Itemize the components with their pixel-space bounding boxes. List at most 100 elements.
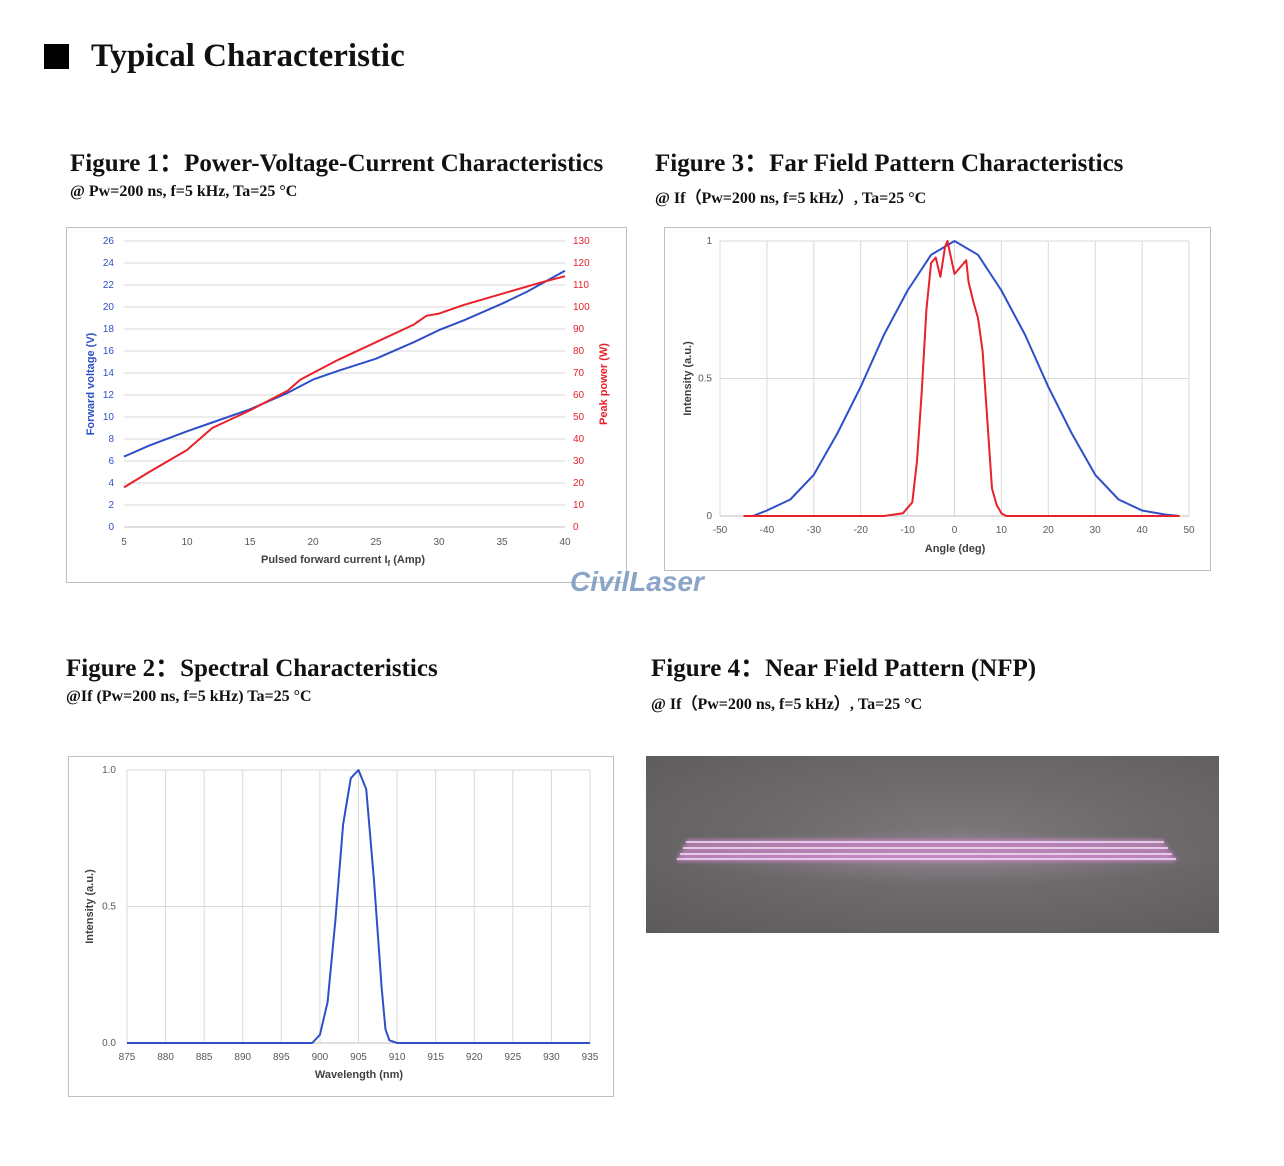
pvi-grid — [124, 240, 565, 528]
pvi-x-tick-label: 15 — [244, 537, 256, 548]
ff-x-tick-label: -30 — [807, 525, 822, 536]
pvi-y-tick-label: 24 — [103, 258, 115, 269]
ff-x-tick-label: 10 — [996, 525, 1008, 536]
sp-y-tick-label: 0.5 — [102, 902, 116, 913]
pvi-y2-tick-label: 90 — [573, 324, 585, 335]
pvi-y2-axis-label: Peak power (W) — [598, 343, 610, 425]
figure2-chart: 875 880 885 890 895 900 905 910 915 920 925 930 935 0… — [68, 756, 614, 1097]
ff-x-tick-label: -40 — [760, 525, 775, 536]
sp-x-tick-label: 895 — [273, 1052, 290, 1063]
ff-series — [743, 240, 1180, 517]
pvi-x-tick-label: 35 — [496, 537, 508, 548]
pvi-y2-tick-label: 30 — [573, 456, 585, 467]
pvi-y-tick-label: 18 — [103, 324, 115, 335]
sp-x-tick-label: 885 — [196, 1052, 213, 1063]
pvi-x-tick-label: 10 — [181, 537, 193, 548]
pvi-x-tick-label: 25 — [370, 537, 382, 548]
near-field-pattern-image — [646, 756, 1219, 933]
pvi-y2-tick-label: 110 — [573, 280, 589, 291]
sp-x-tick-label: 935 — [582, 1052, 599, 1063]
figure4-title: Figure 4：Near Field Pattern (NFP) — [651, 655, 1037, 682]
ff-grid — [719, 240, 1190, 517]
figure3-subtitle: @ If（Pw=200 ns, f=5 kHz）, Ta=25 °C — [655, 190, 927, 207]
ff-x-tick-label: 20 — [1043, 525, 1055, 536]
pvi-y-tick-label: 22 — [103, 280, 115, 291]
sp-x-tick-label: 910 — [389, 1052, 406, 1063]
pvi-x-tick-label: 40 — [559, 537, 571, 548]
pvi-chart-svg: 5 10 15 20 25 30 35 400246810121416182022242601… — [85, 236, 610, 568]
pvi-y-tick-label: 12 — [103, 390, 115, 401]
nfp-photo-svg — [666, 828, 1219, 884]
sp-x-tick-label: 890 — [234, 1052, 251, 1063]
ff-y-tick-label: 0.5 — [698, 374, 712, 385]
section-title: Typical Characteristic — [91, 38, 405, 74]
figure3-title: Figure 3：Far Field Pattern Characteristi… — [655, 150, 1124, 177]
pvi-y2-tick-label: 70 — [573, 368, 585, 379]
ff-y-tick-label: 0 — [706, 511, 712, 522]
sp-y-axis-label: Intensity (a.u.) — [84, 869, 96, 944]
pvi-y2-tick-label: 50 — [573, 412, 585, 423]
sp-x-tick-label: 900 — [312, 1052, 329, 1063]
pvi-y2-tick-label: 120 — [573, 258, 590, 269]
pvi-x-tick-label: 5 — [121, 537, 127, 548]
sp-ticks: 875 880 885 890 895 900 905 910 915 920 925 930 935 0… — [102, 765, 599, 1063]
pvi-y-tick-label: 26 — [103, 236, 115, 247]
pvi-y2-tick-label: 40 — [573, 434, 585, 445]
figure2-subtitle: @If (Pw=200 ns, f=5 kHz) Ta=25 °C — [66, 688, 312, 705]
spectrum-chart-svg: 875 880 885 890 895 900 905 910 915 920 925 930 935 0… — [84, 765, 599, 1081]
pvi-x-tick-label: 20 — [307, 537, 319, 548]
sp-x-tick-label: 930 — [543, 1052, 560, 1063]
farfield-chart-svg: -50 -40 -30 -20 -10 0 10 20 30 40 50 0 0.5 1 Intensit… — [682, 236, 1195, 555]
ff-series-line-2 — [743, 240, 1180, 517]
pvi-y-tick-label: 20 — [103, 302, 115, 313]
sp-x-tick-label: 875 — [119, 1052, 136, 1063]
watermark-logo: CivilLaser — [570, 566, 704, 597]
ff-x-tick-label: 40 — [1137, 525, 1149, 536]
pvi-y2-tick-label: 20 — [573, 478, 585, 489]
pvi-y-tick-label: 4 — [108, 478, 114, 489]
sp-series-line-1 — [127, 769, 590, 1044]
pvi-y-axis-label: Forward voltage (V) — [85, 332, 97, 435]
pvi-y2-tick-label: 60 — [573, 390, 585, 401]
pvi-y-tick-label: 6 — [108, 456, 114, 467]
sp-x-tick-label: 880 — [157, 1052, 174, 1063]
figure1-title: Figure 1：Power-Voltage-Current Character… — [70, 150, 604, 177]
figure1-subtitle: @ Pw=200 ns, f=5 kHz, Ta=25 °C — [70, 183, 298, 200]
figure2-title: Figure 2：Spectral Characteristics — [66, 655, 438, 682]
pvi-ticks: 5 10 15 20 25 30 35 400246810121416182022242601… — [103, 236, 590, 548]
sp-grid — [126, 769, 591, 1044]
sp-x-tick-label: 905 — [350, 1052, 367, 1063]
sp-x-tick-label: 925 — [504, 1052, 521, 1063]
sp-x-axis-label: Wavelength (nm) — [315, 1069, 404, 1081]
ff-y-axis-label: Intensity (a.u.) — [682, 341, 694, 416]
pvi-y2-tick-label: 100 — [573, 302, 590, 313]
ff-x-axis-label: Angle (deg) — [925, 543, 986, 555]
ff-x-tick-label: 50 — [1183, 525, 1195, 536]
pvi-y-tick-label: 8 — [108, 434, 114, 445]
pvi-series-line-2 — [123, 275, 566, 489]
ff-y-tick-label: 1 — [706, 236, 712, 247]
sp-y-tick-label: 1.0 — [102, 765, 116, 776]
ff-x-tick-label: 0 — [952, 525, 958, 536]
pvi-y-tick-label: 16 — [103, 346, 115, 357]
pvi-series-line-1 — [123, 269, 566, 458]
section-bullet-icon — [44, 44, 69, 69]
pvi-y-tick-label: 0 — [108, 522, 114, 533]
pvi-y-tick-label: 10 — [103, 412, 115, 423]
ff-x-tick-label: -20 — [853, 525, 868, 536]
sp-x-tick-label: 920 — [466, 1052, 483, 1063]
figure1-chart: 5 10 15 20 25 30 35 40 0 2 4 6 8 10 12 14 16 18 20 22 24 26 0 1… — [66, 227, 627, 583]
pvi-x-axis-label: Pulsed forward current If (Amp) — [261, 554, 425, 568]
pvi-y-tick-label: 14 — [103, 368, 115, 379]
figure4-subtitle: @ If（Pw=200 ns, f=5 kHz）, Ta=25 °C — [651, 696, 923, 713]
ff-x-tick-label: -10 — [900, 525, 915, 536]
pvi-y-tick-label: 2 — [108, 500, 114, 511]
ff-series-line-1 — [752, 240, 1180, 517]
ff-x-tick-label: -50 — [713, 525, 728, 536]
pvi-x-tick-label: 30 — [433, 537, 445, 548]
ff-ticks: -50 -40 -30 -20 -10 0 10 20 30 40 50 0 0.5 1 — [698, 236, 1195, 536]
pvi-y2-tick-label: 130 — [573, 236, 590, 247]
pvi-series — [123, 269, 566, 489]
sp-series — [127, 769, 590, 1044]
sp-y-tick-label: 0.0 — [102, 1038, 116, 1049]
